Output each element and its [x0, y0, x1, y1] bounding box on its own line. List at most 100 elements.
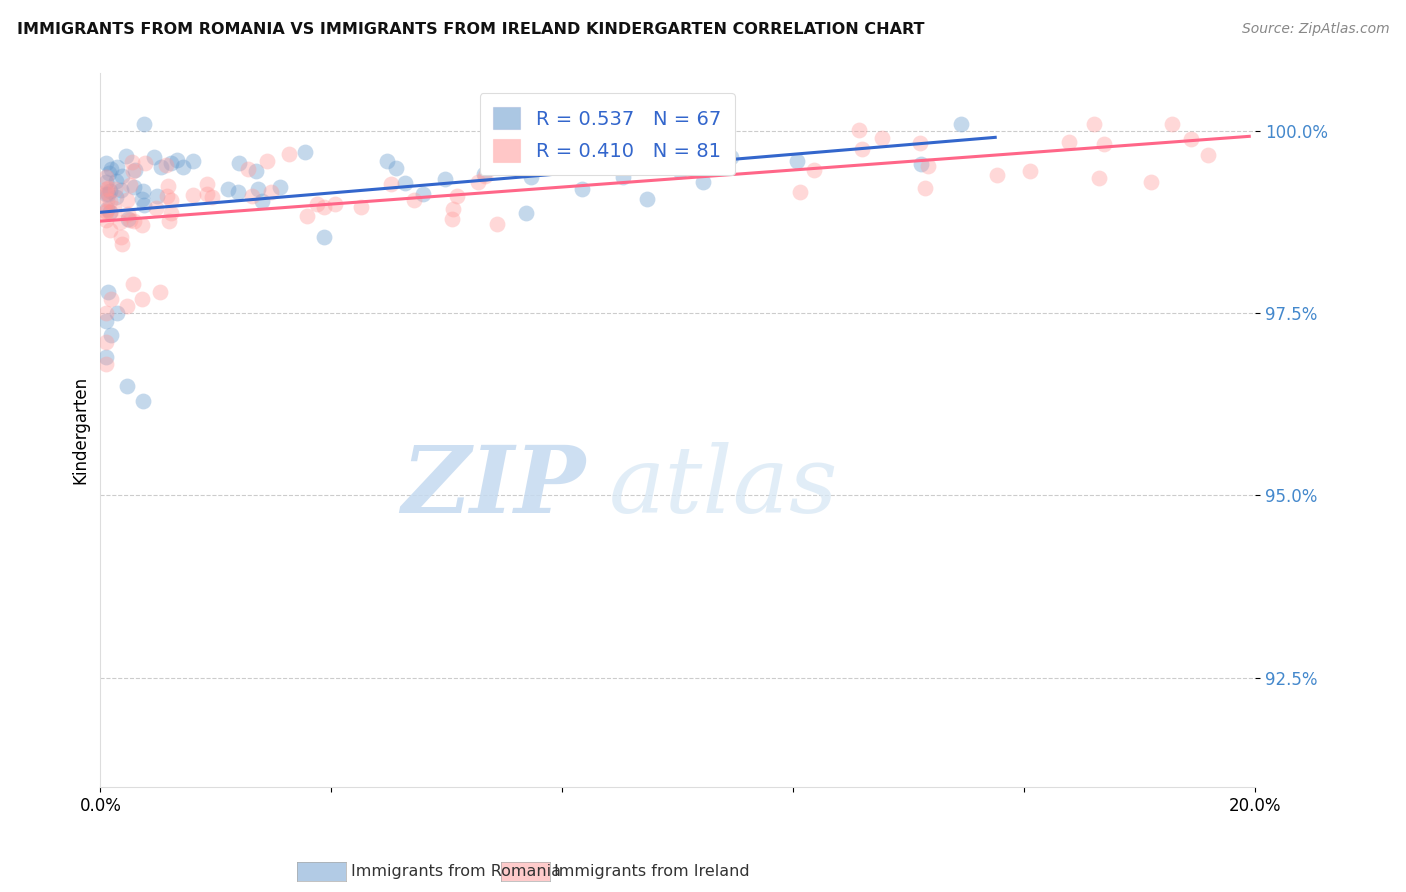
Point	[1140, 175, 1163, 189]
Point	[94, 185, 117, 199]
Point	[117, 207, 139, 221]
Point	[160, 194, 183, 208]
Point	[1092, 136, 1115, 151]
Point	[120, 178, 142, 192]
Point	[94, 156, 117, 170]
Point	[394, 176, 416, 190]
Point	[115, 299, 138, 313]
Point	[96, 202, 118, 217]
Point	[94, 175, 117, 189]
Point	[201, 190, 224, 204]
Point	[307, 196, 329, 211]
Text: Immigrants from Romania: Immigrants from Romania	[350, 864, 561, 879]
Point	[111, 169, 134, 183]
Point	[94, 205, 117, 219]
Point	[226, 185, 249, 199]
Point	[149, 285, 172, 299]
Point	[950, 117, 973, 131]
Point	[131, 393, 153, 408]
Point	[94, 186, 117, 201]
Point	[166, 153, 188, 168]
Point	[1087, 170, 1109, 185]
Point	[467, 175, 489, 189]
Point	[100, 292, 122, 306]
Point	[115, 379, 138, 393]
Point	[195, 186, 218, 201]
Point	[1018, 164, 1040, 178]
Point	[350, 200, 373, 214]
Point	[472, 168, 495, 182]
Point	[1161, 117, 1184, 131]
Point	[1057, 135, 1080, 149]
Point	[181, 153, 204, 168]
Point	[530, 156, 553, 170]
Point	[94, 170, 117, 185]
Point	[668, 163, 690, 178]
Point	[908, 136, 931, 150]
Point	[540, 151, 562, 165]
Point	[848, 123, 870, 137]
Point	[100, 328, 122, 343]
Point	[124, 163, 146, 178]
Point	[131, 292, 153, 306]
Point	[122, 163, 145, 178]
Point	[520, 169, 543, 184]
Point	[98, 204, 121, 219]
Point	[131, 218, 153, 232]
Point	[172, 161, 194, 175]
Point	[636, 193, 658, 207]
Point	[94, 335, 117, 350]
Point	[104, 182, 127, 196]
Point	[94, 213, 117, 227]
Point	[132, 117, 155, 131]
Point	[117, 193, 139, 207]
Point	[150, 160, 173, 174]
Text: ZIP: ZIP	[401, 442, 585, 532]
Point	[260, 185, 283, 199]
Point	[571, 182, 593, 196]
Point	[485, 217, 508, 231]
Point	[250, 194, 273, 209]
Point	[692, 175, 714, 189]
Point	[914, 181, 936, 195]
Point	[134, 155, 156, 169]
Point	[181, 188, 204, 202]
Point	[110, 230, 132, 244]
Point	[385, 161, 408, 175]
Point	[314, 200, 336, 214]
Point	[515, 206, 537, 220]
Point	[94, 313, 117, 327]
Point	[247, 181, 270, 195]
Point	[105, 306, 128, 320]
Point	[484, 147, 506, 161]
Point	[108, 215, 131, 229]
Point	[312, 229, 335, 244]
Point	[98, 194, 121, 208]
Point	[105, 190, 128, 204]
Point	[851, 142, 873, 156]
Point	[94, 350, 117, 364]
Text: Source: ZipAtlas.com: Source: ZipAtlas.com	[1241, 22, 1389, 37]
Point	[100, 162, 122, 177]
Point	[156, 188, 179, 202]
Point	[94, 204, 117, 219]
Point	[672, 144, 695, 158]
Point	[122, 214, 145, 228]
Point	[111, 237, 134, 252]
Text: Immigrants from Ireland: Immigrants from Ireland	[554, 864, 751, 879]
Point	[100, 223, 122, 237]
Point	[789, 185, 811, 199]
Point	[434, 172, 457, 186]
Point	[474, 169, 496, 183]
Point	[441, 212, 464, 227]
Point	[146, 188, 169, 202]
Point	[986, 168, 1008, 182]
Point	[115, 148, 138, 162]
Point	[612, 169, 634, 184]
Point	[706, 153, 728, 167]
Point	[786, 154, 808, 169]
Point	[278, 147, 301, 161]
Point	[236, 162, 259, 177]
Point	[145, 201, 167, 215]
Point	[323, 196, 346, 211]
